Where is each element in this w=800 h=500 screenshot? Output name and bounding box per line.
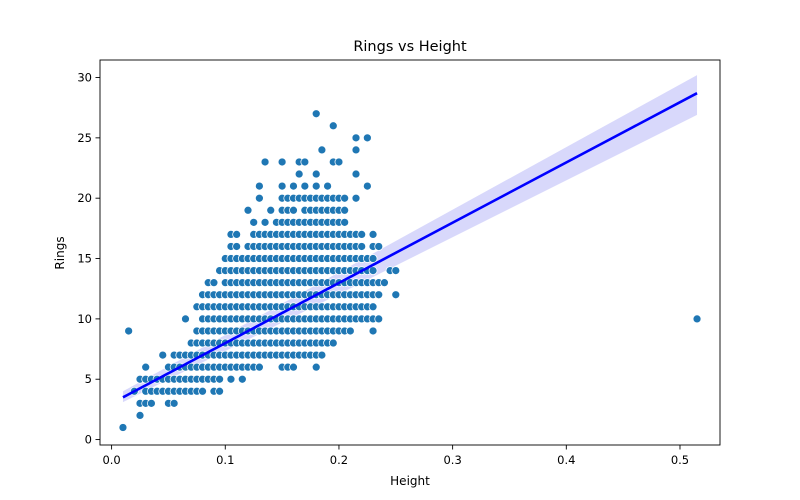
y-tick-label: 0 <box>85 433 92 447</box>
scatter-point <box>226 374 236 384</box>
x-tick-label: 0.3 <box>443 453 461 467</box>
scatter-point <box>289 205 298 215</box>
scatter-point <box>243 205 253 215</box>
regression-line <box>122 92 698 399</box>
scatter-point <box>380 278 389 288</box>
scatter-point <box>340 217 350 227</box>
scatter-point <box>362 181 372 191</box>
scatter-point <box>135 411 145 420</box>
scatter-point <box>311 362 321 372</box>
scatter-point <box>147 398 156 408</box>
y-tick-label: 5 <box>85 372 92 386</box>
scatter-point <box>368 326 378 336</box>
scatter-point <box>351 169 361 179</box>
scatter-point <box>374 314 384 324</box>
x-tick-label: 0.4 <box>557 453 575 467</box>
scatter-point <box>158 350 168 360</box>
scatter-point <box>289 181 298 191</box>
y-ticks: 0 5 10 15 20 25 30 <box>77 71 100 447</box>
scatter-point <box>357 230 367 239</box>
y-tick-label: 20 <box>77 191 92 205</box>
x-tick-label: 0.2 <box>330 453 348 467</box>
scatter-point <box>300 181 310 191</box>
scatter-point <box>368 266 378 275</box>
scatter-point <box>294 169 304 179</box>
y-tick-label: 30 <box>77 71 92 85</box>
scatter-point <box>340 205 350 215</box>
scatter-point <box>277 181 287 191</box>
scatter-point <box>237 374 247 384</box>
scatter-point <box>368 230 378 239</box>
scatter-point <box>232 242 242 251</box>
scatter-point <box>260 217 270 227</box>
scatter-point <box>255 362 264 372</box>
x-axis-label: Height <box>390 474 430 488</box>
scatter-point <box>357 242 367 251</box>
scatter-point <box>215 386 224 396</box>
scatter-point <box>323 181 332 191</box>
scatter-point <box>181 314 190 324</box>
scatter-point <box>334 157 344 167</box>
scatter-point <box>141 362 151 372</box>
regression-line-layer <box>122 92 698 399</box>
plot-frame <box>99 59 721 446</box>
scatter-point <box>391 290 401 300</box>
scatter-point <box>311 181 321 191</box>
scatter-point <box>340 193 350 203</box>
scatter-point <box>266 205 276 215</box>
scatter-point <box>249 217 259 227</box>
scatter-point <box>311 169 321 179</box>
points-layer <box>118 109 702 432</box>
scatter-point <box>692 314 702 324</box>
scatter-point <box>215 374 224 384</box>
y-tick-label: 10 <box>77 312 92 326</box>
scatter-point <box>255 181 264 191</box>
scatter-point <box>351 193 361 203</box>
scatter-point <box>362 133 372 143</box>
x-tick-label: 0.0 <box>102 453 120 467</box>
scatter-point <box>374 242 384 251</box>
scatter-point <box>289 362 298 372</box>
scatter-point <box>328 121 338 131</box>
scatter-point <box>255 193 264 203</box>
scatter-point <box>124 326 134 336</box>
scatter-point <box>368 254 378 263</box>
scatter-point <box>198 386 207 396</box>
scatter-point <box>317 145 327 155</box>
scatter-point <box>317 350 327 360</box>
x-ticks: 0.0 0.1 0.2 0.3 0.4 0.5 <box>102 445 689 467</box>
scatter-point <box>209 278 219 288</box>
scatter-point <box>260 157 270 167</box>
scatter-point <box>169 398 179 408</box>
scatter-point <box>277 157 287 167</box>
y-tick-label: 15 <box>77 252 92 266</box>
scatter-point <box>374 290 384 300</box>
scatter-point <box>368 302 378 312</box>
y-axis-label: Rings <box>53 236 67 269</box>
x-tick-label: 0.1 <box>216 453 234 467</box>
scatter-point <box>391 266 401 275</box>
y-tick-label: 25 <box>77 131 92 145</box>
scatter-point <box>345 326 355 336</box>
scatter-point <box>328 338 338 348</box>
scatter-point <box>351 133 361 143</box>
x-tick-label: 0.5 <box>671 453 689 467</box>
chart-title: Rings vs Height <box>353 39 467 55</box>
scatter-point <box>351 145 361 155</box>
scatter-point <box>118 423 128 432</box>
scatter-point <box>232 230 242 239</box>
scatter-point <box>311 109 321 119</box>
scatter-point <box>300 157 310 167</box>
